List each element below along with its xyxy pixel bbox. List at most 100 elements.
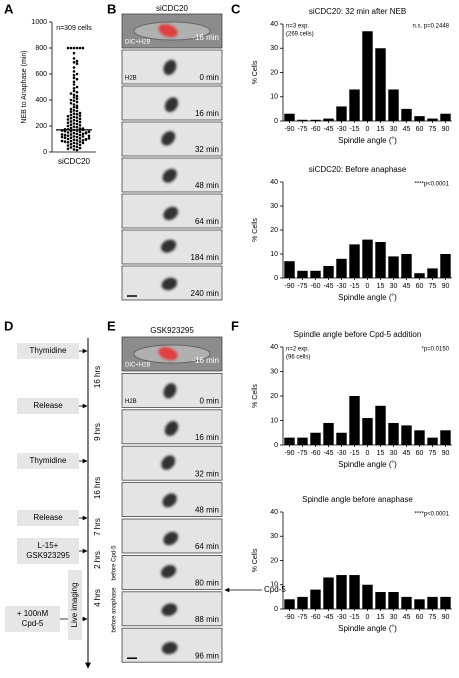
time-label: 32 min — [195, 469, 219, 478]
duration-label: 2 hrs — [93, 551, 102, 569]
x-tick-label: -45 — [323, 450, 333, 457]
bar — [362, 31, 373, 121]
data-point — [72, 61, 76, 64]
data-point — [81, 141, 85, 145]
panel-label: B — [107, 1, 116, 16]
panel-label: A — [4, 1, 14, 16]
data-point — [69, 107, 73, 111]
p-value: *p=0.0150 — [421, 347, 449, 353]
bar — [440, 254, 451, 278]
bar — [362, 239, 373, 278]
panel-title: GSK923295 — [150, 326, 194, 335]
data-point — [69, 46, 73, 50]
data-point — [75, 113, 79, 116]
step-label: Thymidine — [30, 346, 67, 355]
chromosome-blob — [161, 603, 178, 617]
chromosome-blob — [161, 455, 176, 470]
data-point — [72, 83, 76, 86]
annotation: (96 cells) — [286, 355, 310, 361]
x-tick-label: -75 — [297, 283, 307, 290]
time-label: 16 min — [195, 433, 219, 442]
chromosome-blob — [163, 531, 179, 546]
bar — [375, 48, 386, 121]
bar — [310, 589, 321, 609]
x-tick-label: 45 — [403, 283, 411, 290]
bar — [336, 106, 347, 121]
bar — [349, 244, 360, 278]
x-tick-label: -30 — [336, 450, 346, 457]
channel-label: H2B — [125, 76, 137, 82]
x-tick-label: 15 — [377, 126, 385, 133]
bar — [297, 119, 308, 121]
data-point — [78, 130, 82, 134]
data-point — [63, 136, 67, 139]
data-point — [69, 129, 73, 133]
data-point — [84, 138, 88, 141]
data-point — [87, 134, 91, 138]
step-box — [17, 453, 79, 469]
data-point — [72, 141, 76, 145]
data-point — [72, 87, 76, 90]
data-point — [72, 148, 76, 151]
bar — [297, 437, 308, 445]
x-tick-label: 0 — [366, 283, 370, 290]
data-point — [75, 142, 79, 145]
step-box — [17, 398, 79, 414]
chart-title: Spindle angle before anaphase — [302, 495, 413, 504]
data-point — [66, 147, 70, 151]
bar — [336, 258, 347, 278]
bar — [349, 575, 360, 609]
step-label: L-15+ — [38, 541, 59, 550]
bar — [414, 599, 425, 609]
data-point — [66, 134, 70, 138]
data-point — [72, 51, 76, 55]
y-axis-label: NEB to Anaphase (min) — [21, 50, 28, 123]
x-tick-label: 15 — [377, 614, 385, 621]
data-point — [78, 117, 82, 121]
x-tick-label: -75 — [297, 614, 307, 621]
y-axis-label: % Cells — [252, 218, 259, 242]
x-tick-label: 75 — [429, 614, 437, 621]
bar — [362, 418, 373, 445]
chromosome-blob — [160, 565, 177, 579]
bar — [440, 430, 451, 445]
x-axis-label: Spindle angle (˚) — [338, 460, 397, 469]
data-point — [75, 94, 79, 98]
bar — [297, 596, 308, 609]
x-tick-label: 90 — [442, 126, 450, 133]
y-tick-label: 1000 — [31, 19, 47, 26]
bar — [388, 592, 399, 609]
data-point — [66, 121, 70, 125]
data-point — [72, 122, 76, 125]
data-point — [75, 139, 79, 142]
step-label: GSK923295 — [26, 551, 70, 560]
x-tick-label: -60 — [310, 450, 320, 457]
data-point — [66, 131, 70, 134]
data-point — [78, 111, 82, 115]
chromosome-blob — [158, 24, 178, 38]
data-point — [75, 126, 79, 129]
chromosome-blob — [158, 347, 178, 361]
data-point — [69, 126, 73, 130]
annotation: n=3 exp. — [286, 24, 310, 30]
imaging-box — [68, 570, 82, 640]
data-point — [63, 129, 67, 133]
y-axis-label: % Cells — [252, 548, 259, 572]
x-tick-label: 30 — [390, 283, 398, 290]
data-point — [69, 133, 73, 136]
image-frame — [121, 193, 223, 229]
bar — [388, 422, 399, 445]
y-tick-label: 40 — [270, 344, 278, 351]
y-tick-label: 30 — [270, 45, 278, 52]
time-label: 88 min — [195, 615, 219, 624]
data-point — [78, 114, 82, 117]
data-point — [69, 116, 73, 120]
data-point — [81, 132, 85, 136]
data-point — [69, 139, 73, 143]
x-tick-label: 60 — [416, 283, 424, 290]
chromosome-blob — [161, 277, 178, 291]
data-point — [75, 100, 79, 104]
imaging-label: Live imaging — [70, 583, 79, 628]
annotation: n=2 exp. — [286, 347, 310, 353]
data-point — [69, 92, 73, 95]
